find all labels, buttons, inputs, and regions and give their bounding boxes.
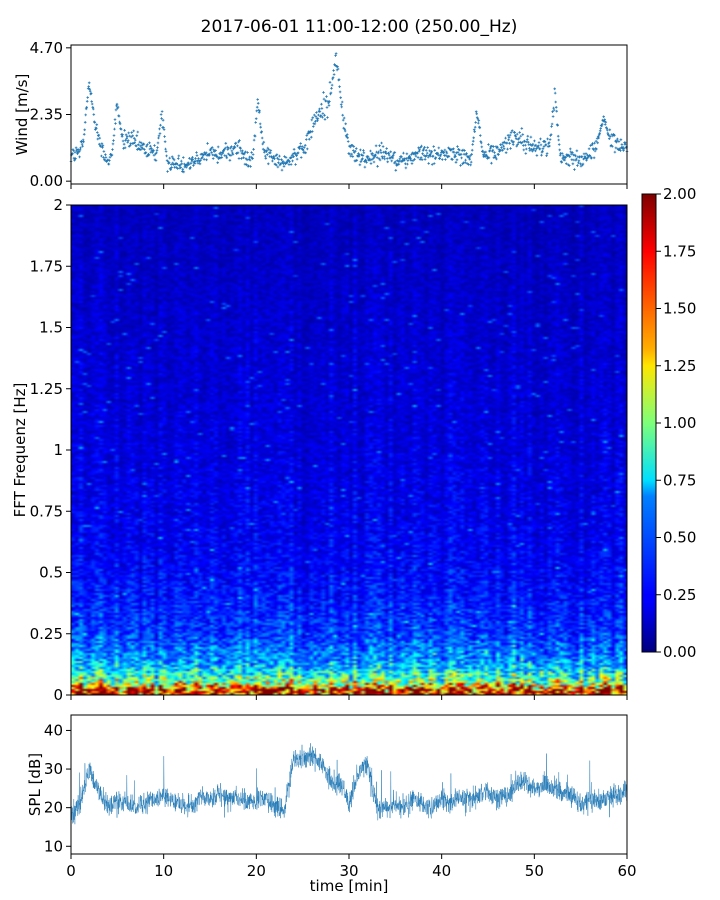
spectrogram-ytick-label: 0.25 bbox=[30, 625, 63, 643]
spl-ytick-label: 20 bbox=[44, 799, 63, 817]
colorbar-tick-label: 1.75 bbox=[663, 242, 696, 260]
colorbar-tick-label: 1.25 bbox=[663, 357, 696, 375]
spectrogram-ytick-label: 1.25 bbox=[30, 380, 63, 398]
spectrogram-x-ticks bbox=[70, 695, 628, 700]
spectrogram-panel: 0 0.25 0.5 0.75 1 1.25 1.5 1.75 2 FFT Frequenz [… bbox=[11, 196, 628, 704]
wind-y-axis-label: Wind [m/s] bbox=[13, 74, 31, 156]
figure-title: 2017-06-01 11:00-12:00 (250.00_Hz) bbox=[201, 17, 518, 37]
spectrogram-ytick-label: 1.5 bbox=[39, 319, 63, 337]
wind-y-ticks: 0.00 2.35 4.70 bbox=[30, 39, 71, 190]
colorbar-tick-label: 1.00 bbox=[663, 414, 696, 432]
spl-xtick-label: 0 bbox=[66, 862, 76, 880]
colorbar-tick-label: 0.25 bbox=[663, 586, 696, 604]
colorbar-tick-label: 2.00 bbox=[663, 185, 696, 203]
colorbar-ticks: 0.00 0.25 0.50 0.75 1.00 1.25 1.50 1.75 2.00 bbox=[656, 185, 696, 661]
wind-ytick-label: 2.35 bbox=[30, 106, 63, 124]
spectrogram-y-ticks: 0 0.25 0.5 0.75 1 1.25 1.5 1.75 2 bbox=[30, 196, 71, 704]
colorbar: 0.00 0.25 0.50 0.75 1.00 1.25 1.50 1.75 2.00 bbox=[641, 185, 696, 661]
spl-xtick-label: 20 bbox=[247, 862, 266, 880]
wind-x-ticks bbox=[70, 184, 628, 189]
wind-ytick-label: 0.00 bbox=[30, 172, 63, 190]
spectrogram-ytick-label: 0 bbox=[53, 686, 63, 704]
spectrogram-y-axis-label: FFT Frequenz [Hz] bbox=[11, 383, 29, 518]
spectrogram-ytick-label: 0.5 bbox=[39, 564, 63, 582]
spl-xtick-label: 50 bbox=[525, 862, 544, 880]
spl-ytick-label: 40 bbox=[44, 721, 63, 739]
spectrogram-cells bbox=[71, 205, 627, 695]
spl-xtick-label: 10 bbox=[154, 862, 173, 880]
spl-series-line bbox=[70, 742, 628, 825]
colorbar-tick-label: 0.50 bbox=[663, 529, 696, 547]
colorbar-tick-label: 0.00 bbox=[663, 643, 696, 661]
colorbar-gradient bbox=[642, 194, 656, 652]
spl-xtick-label: 60 bbox=[617, 862, 636, 880]
wind-ytick-label: 4.70 bbox=[30, 39, 63, 57]
colorbar-tick-label: 0.75 bbox=[663, 471, 696, 489]
spl-ytick-label: 30 bbox=[44, 760, 63, 778]
spl-y-axis-label: SPL [dB] bbox=[26, 753, 44, 816]
spl-series bbox=[70, 742, 628, 825]
spectrogram-ytick-label: 0.75 bbox=[30, 502, 63, 520]
spectrogram-image bbox=[71, 205, 627, 695]
wind-panel: 0.00 2.35 4.70 Wind [m/s] bbox=[13, 39, 629, 190]
spl-xtick-label: 40 bbox=[432, 862, 451, 880]
spl-xtick-label: 30 bbox=[339, 862, 358, 880]
spl-x-ticks: 0 10 20 30 40 50 60 bbox=[66, 854, 637, 880]
spectrogram-ytick-label: 1 bbox=[53, 441, 63, 459]
spl-ytick-label: 10 bbox=[44, 837, 63, 855]
spl-x-axis-label: time [min] bbox=[310, 877, 389, 895]
spectrogram-ytick-label: 1.75 bbox=[30, 257, 63, 275]
spl-y-ticks: 10 20 30 40 bbox=[44, 721, 71, 855]
spectrogram-ytick-label: 2 bbox=[53, 196, 63, 214]
colorbar-tick-label: 1.50 bbox=[663, 300, 696, 318]
